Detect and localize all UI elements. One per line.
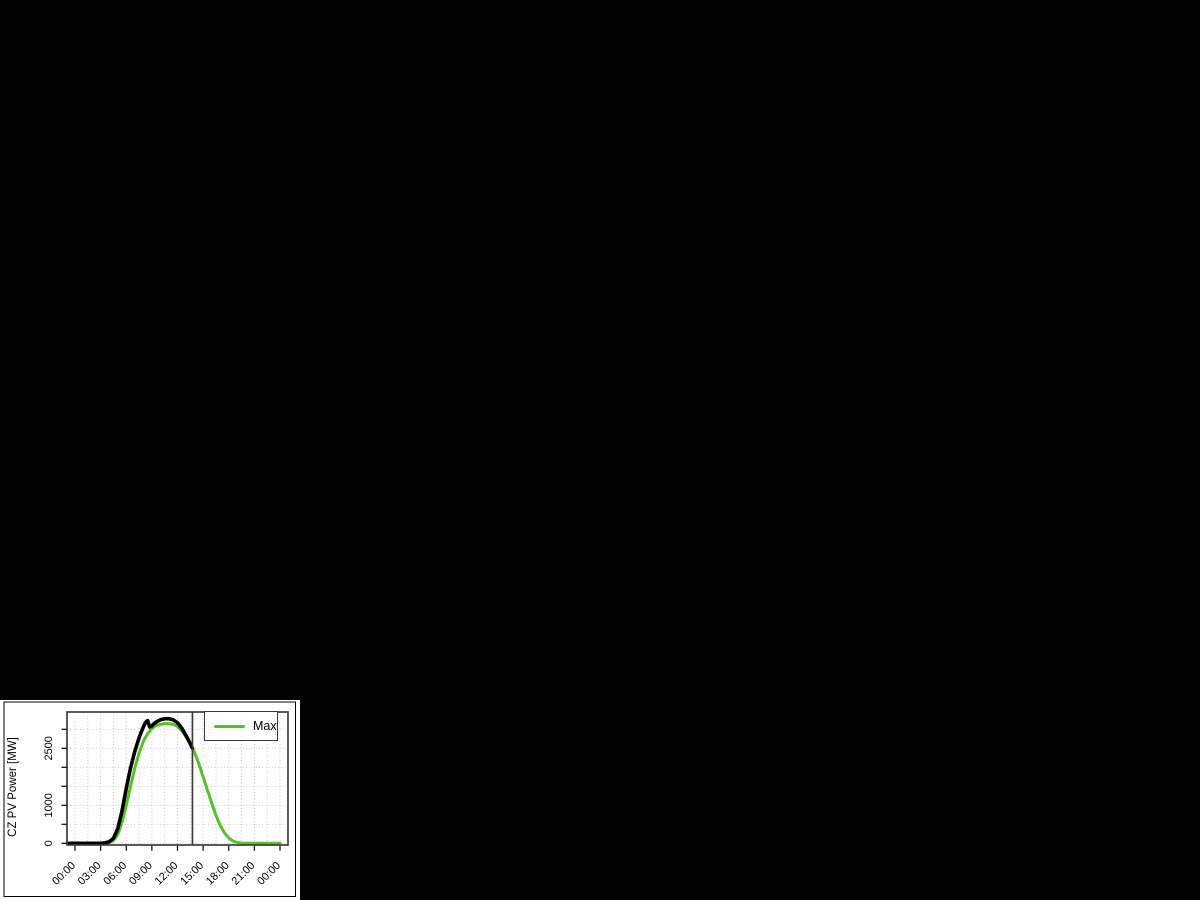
y-tick-label: 0 — [43, 840, 55, 846]
y-tick-label: 2500 — [43, 736, 55, 760]
figure-border — [3, 701, 296, 897]
x-tick-label: 18:00 — [204, 860, 232, 888]
y-axis-title: CZ PV Power [MW] — [7, 737, 19, 837]
plot-border — [66, 711, 289, 846]
x-tick-label: 00:00 — [255, 860, 283, 888]
x-tick-label: 00:00 — [50, 860, 78, 888]
x-tick-label: 12:00 — [153, 860, 181, 888]
pv-power-chart: 00:0003:0006:0009:0012:0015:0018:0021:00… — [3, 701, 296, 897]
x-tick-label: 06:00 — [101, 860, 129, 888]
x-tick-label: 09:00 — [127, 860, 155, 888]
max-series-line — [66, 722, 282, 845]
chart-legend: Max — [204, 711, 278, 741]
pv-power-chart-panel: 00:00 03:00 06:00 09:00 12:00 15:00 18:00 21:00… — [0, 700, 300, 900]
legend-label: Max — [253, 719, 277, 733]
y-tick-label: 1000 — [43, 793, 55, 817]
max-series-swatch-icon — [214, 724, 245, 728]
x-tick-label: 15:00 — [178, 860, 206, 888]
x-tick-label: 03:00 — [76, 860, 104, 888]
x-tick-label: 21:00 — [230, 860, 258, 888]
black-series-line — [66, 716, 195, 846]
